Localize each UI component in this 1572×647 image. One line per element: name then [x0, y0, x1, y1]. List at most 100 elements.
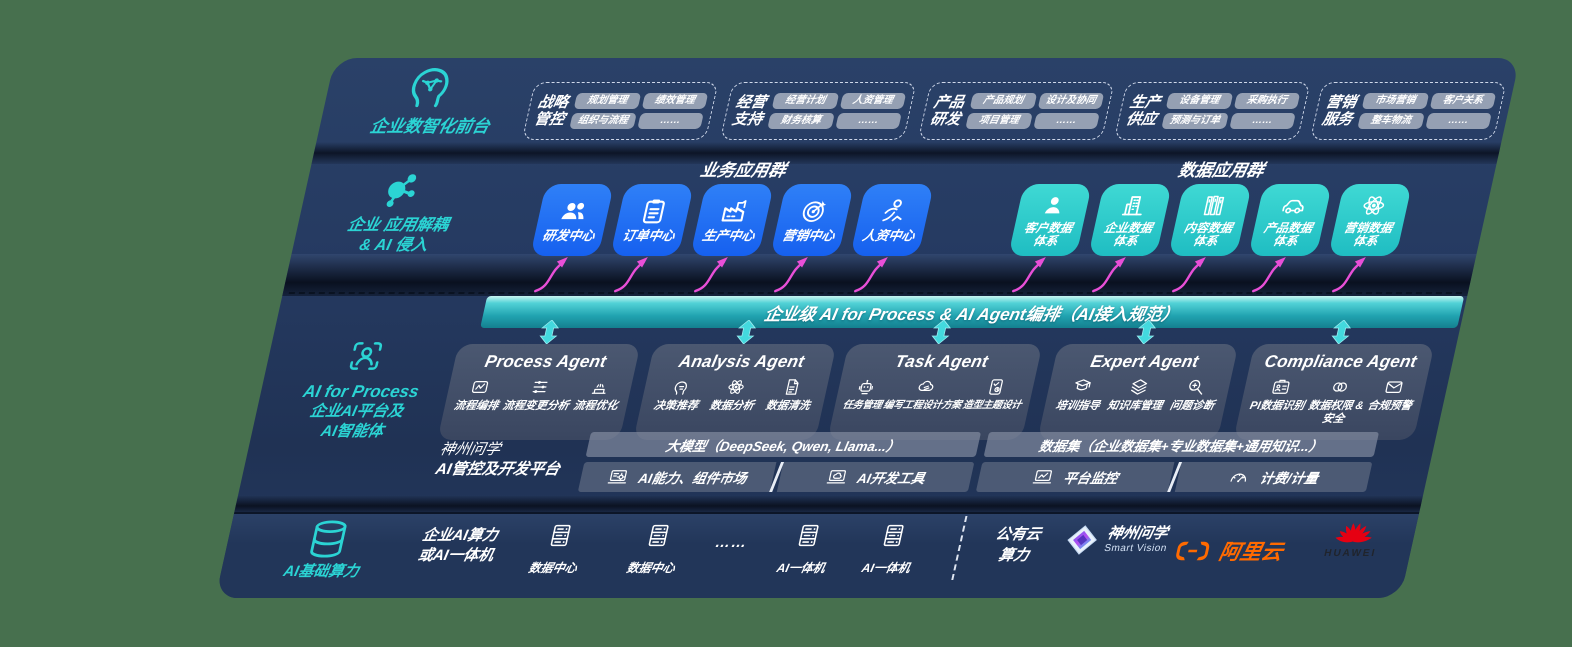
- agent-capability: 流程变更分析: [501, 377, 575, 413]
- platform-cell-label: AI开发工具: [855, 471, 927, 486]
- platform-cell: AI能力、组件市场: [577, 462, 776, 492]
- agent-card: Analysis Agent 决策推荐 数据分析 数据清洗: [633, 344, 837, 440]
- group-pills: 规划管理 绩效管理 组织与流程……: [569, 93, 709, 129]
- agent-capability: 流程优化: [572, 377, 624, 413]
- agent-capability: 合规预警: [1366, 377, 1418, 413]
- ai-platform-rail-label: AI for Process 企业AI平台及 AI智能体: [250, 381, 463, 441]
- molecule-icon: [369, 166, 428, 214]
- atom-icon: [1357, 192, 1390, 219]
- group-label-line1: 战略: [536, 93, 571, 111]
- car-icon: [1277, 192, 1310, 219]
- agent-capability-label: 问题诊断: [1168, 400, 1216, 412]
- agent-capability: 数据权限 & 安全: [1304, 377, 1370, 425]
- agent-capability-label: 合规预警: [1366, 400, 1414, 412]
- alibaba-bracket-icon: [1171, 538, 1215, 564]
- platform-label: 神州问学 AI管控及开发平台: [433, 440, 602, 481]
- pink-arrow-icon: [690, 254, 743, 294]
- group-label-line1: 经营: [734, 93, 769, 111]
- pink-arrow-icon: [1168, 254, 1221, 294]
- capability-pill: 预测与订单: [1161, 113, 1229, 129]
- capability-pill: 人资管理: [839, 93, 907, 109]
- group-label-line1: 生产: [1128, 93, 1163, 111]
- monitor-gear-icon: [605, 467, 631, 487]
- group-label-line2: 支持: [730, 111, 765, 128]
- agent-items: 决策推荐 数据分析 数据清洗: [646, 377, 822, 413]
- agent-card: Task Agent 任务管理 编写工程设计方案 造型主题设计: [827, 344, 1043, 440]
- capability-pill: 绩效管理: [641, 93, 709, 109]
- pink-arrow-icon: [770, 254, 823, 294]
- architecture-board: 企业数智化前台 企业 应用解耦 & AI 侵入 AI for Process 企…: [215, 58, 1520, 598]
- business-tile: 营销中心: [770, 184, 855, 256]
- people-icon: [556, 196, 593, 226]
- capability-pill: 整车物流: [1357, 113, 1425, 129]
- agent-capability-label: 造型主题设计: [961, 400, 1023, 411]
- scan-person-icon: [343, 337, 389, 375]
- capability-pill: 组织与流程: [569, 113, 637, 129]
- group-label-line1: 营销: [1324, 93, 1359, 111]
- agent-title: Task Agent: [893, 352, 991, 371]
- teal-double-arrow-icon: [1330, 319, 1353, 345]
- rings-icon: [1328, 377, 1352, 397]
- group-label: 营销 服务: [1320, 94, 1358, 129]
- server-icon: [877, 518, 910, 553]
- pink-arrow-icon: [850, 254, 903, 294]
- capability-pill: 经营计划: [771, 93, 839, 109]
- dataset-bar: 数据集（企业数据集+专业数据集+通用知识...）: [983, 432, 1380, 457]
- pink-arrow-icon: [1328, 254, 1381, 294]
- capability-pill: 财务核算: [767, 113, 835, 129]
- agent-title: Process Agent: [483, 352, 609, 371]
- teal-double-arrow-icon: [735, 319, 758, 345]
- books-icon: [1197, 192, 1230, 219]
- tile-label: 研发中心: [540, 228, 597, 244]
- pink-arrow-icon: [530, 254, 583, 294]
- agent-title: Expert Agent: [1088, 352, 1201, 371]
- business-tile: 人资中心: [850, 184, 935, 256]
- gauge-icon: [1226, 467, 1252, 487]
- alibaba-cloud-logo: 阿里云: [1170, 536, 1286, 566]
- agent-capability: 问题诊断: [1169, 377, 1221, 413]
- agent-capability: 决策推荐: [652, 377, 704, 413]
- compute-node: 数据中心: [506, 518, 609, 576]
- shenzhou-diamond-icon: [1063, 524, 1102, 556]
- capability-pill: 规划管理: [573, 93, 641, 109]
- person-run-icon: [876, 196, 913, 226]
- agent-capability-label: PI数据识别: [1248, 400, 1306, 412]
- agent-capability-label: 流程编排: [452, 400, 500, 412]
- data-tile: 内容数据 体系: [1168, 184, 1253, 256]
- agent-capability-label: 决策推荐: [652, 400, 700, 412]
- data-tile: 客户数据 体系: [1008, 184, 1093, 256]
- server-icon: [792, 518, 825, 553]
- brain-head-icon: [396, 60, 460, 112]
- decouple-line1: 企业 应用解耦: [345, 217, 450, 234]
- platform-label-line2: AI管控及开发平台: [433, 461, 562, 479]
- agent-capability-label: 培训指导: [1054, 400, 1102, 412]
- data-tile: 营销数据 体系: [1328, 184, 1413, 256]
- platform-label-line1: 神州问学: [438, 441, 503, 458]
- decouple-rail-label: 企业 应用解耦 & AI 侵入: [296, 216, 495, 256]
- vendor-name-ali: 阿里云: [1216, 541, 1285, 564]
- group-label: 战略 管控: [532, 94, 570, 129]
- agent-capability-label: 数据分析: [708, 400, 756, 412]
- capability-pill: ……: [636, 113, 704, 129]
- agent-capability-label: 数据清洗: [764, 400, 812, 412]
- capability-pill: 市场营销: [1361, 93, 1429, 109]
- compute-node-label: AI一体机: [775, 561, 827, 575]
- sliders-icon: [528, 377, 552, 397]
- agent-capability: 数据分析: [708, 377, 760, 413]
- front-office-group: 产品 研发 产品规划 设计及协同 项目管理……: [917, 82, 1115, 140]
- tile-label: 订单中心: [620, 228, 677, 244]
- capability-pill: ……: [1424, 113, 1492, 129]
- doc-lines-icon: [780, 377, 804, 397]
- training-icon: [1070, 377, 1094, 397]
- public-cloud-label: 公有云 算力: [966, 524, 1065, 566]
- agent-capability: 任务管理: [842, 377, 888, 412]
- orchestration-bar: 企业级 AI for Process & AI Agent编排（AI接入规范）: [480, 296, 1465, 328]
- platform-cell-label: AI能力、组件市场: [636, 471, 749, 486]
- capability-pill: 客户关系: [1429, 93, 1497, 109]
- decouple-line2: & AI 侵入: [357, 237, 430, 254]
- group-label-line2: 研发: [928, 111, 963, 128]
- agent-capability: 造型主题设计: [962, 377, 1028, 412]
- business-tile: 生产中心: [690, 184, 775, 256]
- agent-capability: 数据清洗: [764, 377, 816, 413]
- front-office-rail-label: 企业数智化前台: [368, 117, 492, 136]
